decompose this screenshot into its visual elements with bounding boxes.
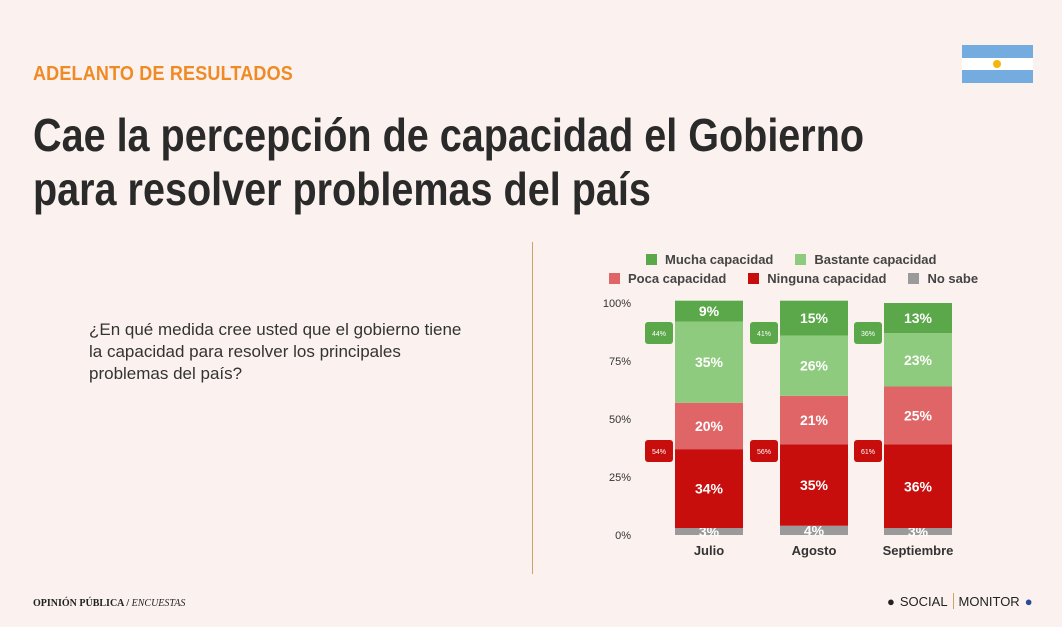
divider [532,242,533,574]
bar-segment [780,335,848,396]
bar-segment [884,444,952,529]
legend-swatch [609,273,620,284]
kicker: ADELANTO DE RESULTADOS [33,63,293,85]
footer-brands: ● SOCIAL MONITOR ● [887,593,1033,609]
positive-total-label: 41% [757,331,771,338]
negative-total-badge [645,440,673,462]
x-tick-label: Agosto [792,543,837,558]
q-logo-icon: ● [1024,593,1033,609]
data-label: 34% [695,481,724,497]
bar-segment [675,528,743,535]
brand-separator [952,593,954,609]
x-tick-label: Julio [694,543,724,558]
footer-section: OPINIÓN PÚBLICA [33,598,124,609]
positive-total-badge [645,322,673,344]
negative-total-label: 56% [757,449,771,456]
bar-segment [780,525,848,535]
positive-total-badge [854,322,882,344]
footer-left: OPINIÓN PÚBLICA / ENCUESTAS [33,598,186,609]
footer-subsection: ENCUESTAS [131,598,186,609]
y-tick-label: 50% [609,414,631,426]
negative-total-label: 54% [652,449,666,456]
bar-segment [675,402,743,450]
legend-label: Mucha capacidad [665,252,774,267]
negative-total-label: 61% [861,449,875,456]
title-line-1: Cae la percepción de capacidad el Gobier… [33,109,865,161]
bar-segment [675,321,743,403]
x-tick-label: Septiembre [883,543,954,558]
positive-total-label: 44% [652,331,666,338]
title-line-2: para resolver problemas del país [33,163,651,215]
legend-row-2: Poca capacidad Ninguna capacidad No sabe [609,271,978,286]
argentina-flag-icon [962,45,1033,83]
data-label: 4% [804,522,825,538]
data-label: 23% [904,352,933,368]
y-tick-label: 100% [603,298,631,310]
negative-total-badge [750,440,778,462]
positive-total-label: 36% [861,331,875,338]
bar-segment [780,444,848,526]
bar-segment [884,303,952,334]
legend-row-1: Mucha capacidad Bastante capacidad [646,252,936,267]
legend-swatch [795,254,807,265]
legend-label: Ninguna capacidad [767,271,887,286]
brand-monitor: MONITOR [958,593,1020,609]
bar-segment [884,528,952,535]
data-label: 21% [800,412,829,428]
bar-segment [884,333,952,387]
y-tick-label: 0% [615,530,631,542]
data-label: 25% [904,408,933,424]
data-label: 15% [800,310,829,326]
positive-total-badge [750,322,778,344]
data-label: 20% [695,418,724,434]
bar-segment [780,300,848,336]
bar-segment [884,386,952,445]
legend-label: Poca capacidad [628,271,727,286]
negative-total-badge [854,440,882,462]
survey-question: ¿En qué medida cree usted que el gobiern… [89,320,462,383]
data-label: 35% [800,477,829,493]
data-label: 13% [904,310,933,326]
bar-segment [780,395,848,445]
legend-label: Bastante capacidad [814,252,937,267]
legend-swatch [646,254,657,265]
legend-label: No sabe [927,271,979,286]
legend-swatch [748,273,760,284]
y-tick-label: 75% [609,356,631,368]
bar-segment [675,449,743,529]
q-logo-icon: ● [887,593,895,609]
data-label: 26% [800,358,829,374]
data-label: 35% [695,354,724,370]
bar-segment [675,300,743,322]
brand-social: SOCIAL [899,593,948,609]
page-title: Cae la percepción de capacidad el Gobier… [33,108,864,216]
data-label: 9% [699,303,720,319]
legend-swatch [908,273,920,284]
y-tick-label: 25% [609,472,631,484]
data-label: 36% [904,478,933,494]
